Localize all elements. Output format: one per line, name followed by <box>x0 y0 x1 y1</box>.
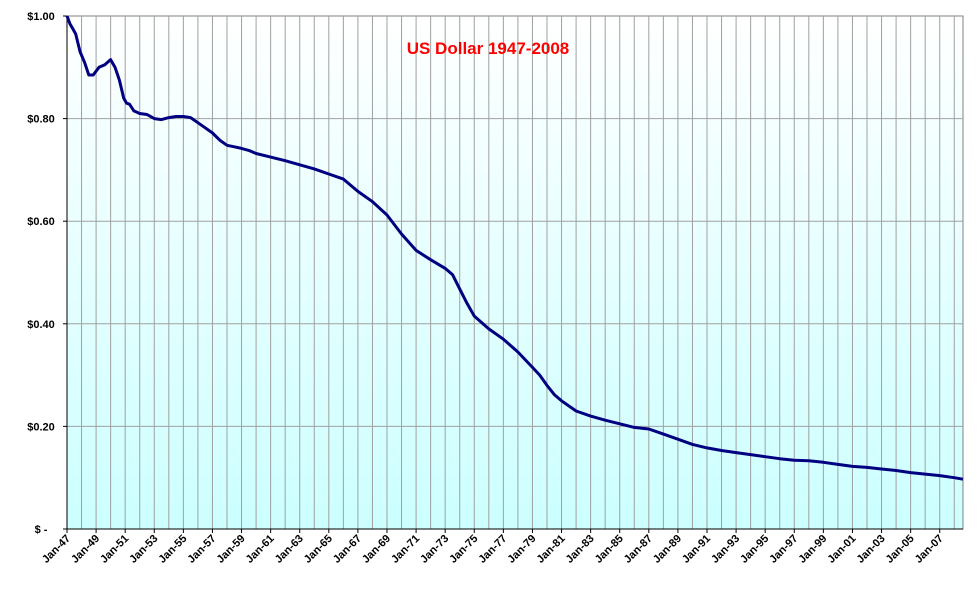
x-tick-label: Jan-99 <box>796 533 829 566</box>
x-tick-label: Jan-59 <box>215 533 248 566</box>
y-tick-label: $1.00 <box>27 11 55 23</box>
x-tick-label: Jan-85 <box>593 533 626 566</box>
y-tick-label: $0.60 <box>27 216 55 228</box>
chart-title: US Dollar 1947-2008 <box>407 39 570 58</box>
y-tick-label: $ - <box>35 524 48 536</box>
x-tick-label: Jan-89 <box>651 533 684 566</box>
x-tick-label: Jan-71 <box>389 533 422 566</box>
x-tick-label: Jan-69 <box>360 533 393 566</box>
x-tick-label: Jan-81 <box>535 533 568 566</box>
x-tick-label: Jan-91 <box>680 533 713 566</box>
x-tick-label: Jan-53 <box>127 533 160 566</box>
x-tick-label: Jan-95 <box>738 533 771 566</box>
x-tick-label: Jan-05 <box>884 533 917 566</box>
x-tick-label: Jan-63 <box>273 533 306 566</box>
x-tick-label: Jan-55 <box>156 533 189 566</box>
plot-area <box>66 15 964 530</box>
x-tick-label: Jan-03 <box>855 533 888 566</box>
x-tick-label: Jan-93 <box>709 533 742 566</box>
y-tick-label: $0.80 <box>27 114 55 126</box>
x-axis-tick-labels: Jan-47Jan-49Jan-51Jan-53Jan-55Jan-57Jan-… <box>40 533 946 566</box>
x-tick-label: Jan-73 <box>418 533 451 566</box>
x-tick-label: Jan-65 <box>302 533 335 566</box>
x-tick-label: Jan-51 <box>98 533 131 566</box>
x-tick-label: Jan-87 <box>622 533 655 566</box>
x-tick-label: Jan-77 <box>476 533 509 566</box>
x-tick-label: Jan-07 <box>913 533 946 566</box>
x-tick-label: Jan-83 <box>564 533 597 566</box>
axes <box>63 15 963 533</box>
y-tick-label: $0.40 <box>27 319 55 331</box>
x-tick-label: Jan-61 <box>244 533 277 566</box>
series-line-us-dollar <box>65 15 964 481</box>
y-axis-tick-labels: $ - $0.20 $0.40 $0.60 $0.80 $1.00 <box>27 11 55 536</box>
y-tick-label: $0.20 <box>27 421 55 433</box>
x-tick-label: Jan-01 <box>825 533 858 566</box>
x-tick-label: Jan-79 <box>505 533 538 566</box>
x-tick-label: Jan-49 <box>69 533 102 566</box>
x-tick-label: Jan-67 <box>331 533 364 566</box>
x-tick-label: Jan-75 <box>447 533 480 566</box>
x-tick-label: Jan-47 <box>40 533 73 566</box>
x-tick-label: Jan-97 <box>767 533 800 566</box>
x-tick-label: Jan-57 <box>185 533 218 566</box>
